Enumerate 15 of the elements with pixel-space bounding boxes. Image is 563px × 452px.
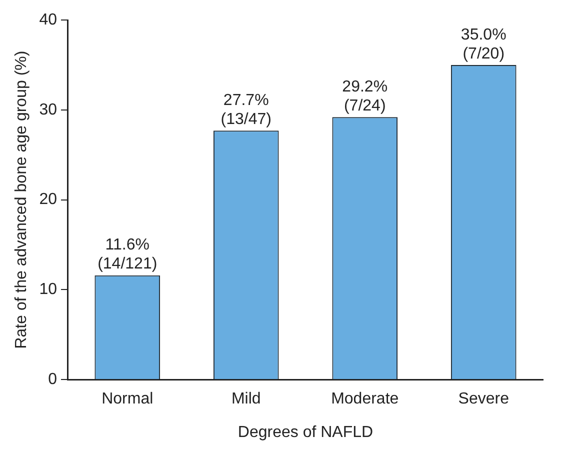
x-tick-label: Normal: [102, 390, 154, 408]
y-tick-label: 30: [39, 101, 58, 118]
y-axis-title: Rate of the advanced bone age group (%): [13, 50, 30, 349]
data-label: 27.7% (13/47): [220, 92, 272, 128]
x-tick-label: Moderate: [331, 390, 399, 408]
y-tick-label: 40: [39, 11, 58, 28]
data-label: 29.2% (7/24): [342, 78, 388, 114]
x-axis-title: Degrees of NAFLD: [238, 424, 374, 441]
data-label: 11.6% (14/121): [98, 236, 158, 273]
data-label: 35.0% (7/20): [460, 26, 506, 62]
x-tick-label: Mild: [231, 390, 261, 408]
y-tick-label: 0: [48, 371, 58, 388]
y-tick-label: 20: [39, 191, 58, 208]
y-tick-label: 10: [39, 281, 58, 298]
x-tick-label: Severe: [458, 390, 510, 408]
